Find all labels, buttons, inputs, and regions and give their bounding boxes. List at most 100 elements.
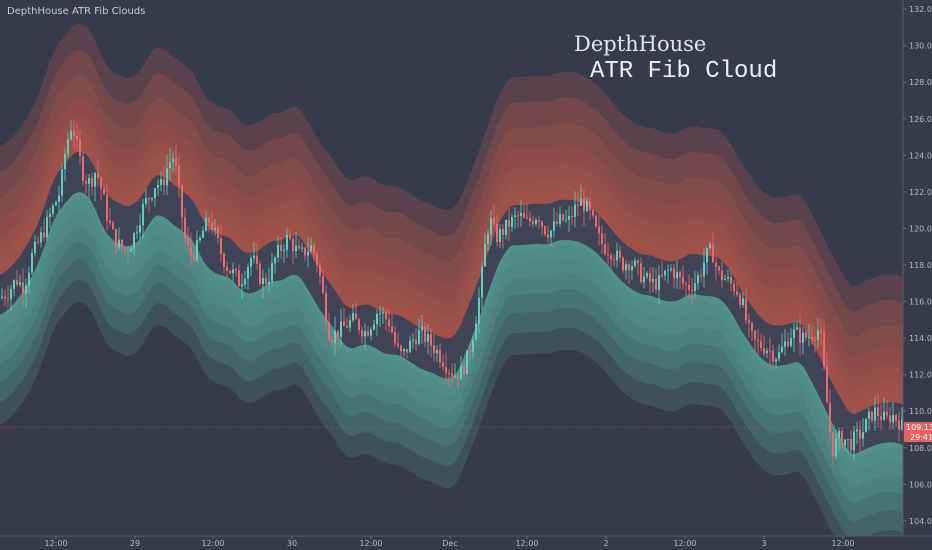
candle-body xyxy=(433,345,435,354)
candle-body xyxy=(892,415,894,423)
candle-body xyxy=(73,130,75,136)
y-tick-label: 122.00 xyxy=(909,188,932,197)
indicator-label[interactable]: DepthHouse ATR Fib Clouds xyxy=(7,6,146,17)
candle-body xyxy=(637,260,639,264)
candle-body xyxy=(793,329,795,339)
candle-body xyxy=(682,277,684,284)
x-axis-panel[interactable] xyxy=(0,536,932,550)
candle-body xyxy=(124,248,126,250)
candle-body xyxy=(664,270,666,276)
candle-body xyxy=(727,277,729,279)
candle-body xyxy=(802,332,804,343)
candle-body xyxy=(661,275,663,276)
candle-body xyxy=(484,244,486,267)
candle-body xyxy=(751,323,753,331)
candle-body xyxy=(127,250,129,252)
candle-body xyxy=(646,273,648,277)
candle-body xyxy=(586,200,588,212)
upper-cloud-band xyxy=(0,75,903,414)
candle-body xyxy=(349,320,351,328)
candle-body xyxy=(880,416,882,420)
candle-body xyxy=(445,367,447,374)
candle-body xyxy=(313,245,315,254)
candle-body xyxy=(877,407,879,417)
candle-body xyxy=(325,292,327,322)
candle-body xyxy=(118,239,120,248)
x-tick-label: 30 xyxy=(287,539,297,548)
candle-body xyxy=(568,216,570,220)
candle-body xyxy=(526,217,528,219)
candle-body xyxy=(151,198,153,200)
candle-body xyxy=(574,204,576,217)
candle-body xyxy=(217,227,219,239)
candle-body xyxy=(496,223,498,242)
candle-body xyxy=(577,204,579,206)
candle-body xyxy=(694,283,696,291)
candle-body xyxy=(298,245,300,249)
candle-body xyxy=(16,280,18,285)
candle-body xyxy=(544,226,546,235)
candle-body xyxy=(745,298,747,321)
candle-body xyxy=(235,269,237,271)
candle-body xyxy=(232,269,234,274)
candle-body xyxy=(43,232,45,238)
candle-body xyxy=(331,340,333,344)
candle-body xyxy=(769,350,771,352)
x-tick-label: 12:00 xyxy=(515,539,538,548)
candle-body xyxy=(316,253,318,266)
candle-body xyxy=(511,216,513,227)
candle-body xyxy=(4,296,6,299)
candle-body xyxy=(238,270,240,287)
candle-body xyxy=(136,232,138,234)
candle-body xyxy=(61,169,63,196)
candle-body xyxy=(757,339,759,342)
candle-body xyxy=(262,278,264,284)
candle-body xyxy=(673,268,675,279)
candle-body xyxy=(862,432,864,439)
candle-body xyxy=(811,336,813,340)
candle-body xyxy=(355,313,357,320)
candle-body xyxy=(145,198,147,204)
candle-body xyxy=(286,235,288,250)
candle-body xyxy=(388,319,390,327)
candle-body xyxy=(715,262,717,267)
candle-body xyxy=(214,227,216,230)
candle-body xyxy=(46,216,48,238)
candle-body xyxy=(85,180,87,184)
candle-body xyxy=(7,298,9,300)
candle-body xyxy=(244,278,246,285)
y-tick-label: 130.00 xyxy=(909,42,932,51)
x-tick-label: 3 xyxy=(761,539,766,548)
candle-body xyxy=(475,323,477,340)
candle-body xyxy=(205,217,207,231)
candle-body xyxy=(88,177,90,184)
candle-body xyxy=(367,331,369,336)
candle-body xyxy=(82,156,84,181)
x-tick-label: 12:00 xyxy=(359,539,382,548)
candle-body xyxy=(409,340,411,353)
candle-body xyxy=(394,332,396,344)
candle-body xyxy=(418,330,420,345)
y-axis-panel[interactable] xyxy=(903,0,932,550)
candle-body xyxy=(400,345,402,352)
candle-body xyxy=(403,349,405,352)
candle-body xyxy=(760,341,762,349)
candle-body xyxy=(49,213,51,217)
candle-body xyxy=(670,268,672,270)
candle-body xyxy=(406,349,408,353)
candle-body xyxy=(604,244,606,254)
last-price-text: 109.13 xyxy=(906,423,932,432)
candle-body xyxy=(865,418,867,433)
candle-body xyxy=(502,229,504,235)
candle-body xyxy=(121,239,123,249)
upper-cloud-band xyxy=(0,97,903,414)
candle-body xyxy=(628,264,630,271)
candle-body xyxy=(832,432,834,457)
lower-cloud-band xyxy=(0,192,903,522)
candle-body xyxy=(553,221,555,231)
candle-body xyxy=(844,439,846,446)
candle-body xyxy=(529,217,531,221)
upper-cloud-band xyxy=(0,130,903,414)
